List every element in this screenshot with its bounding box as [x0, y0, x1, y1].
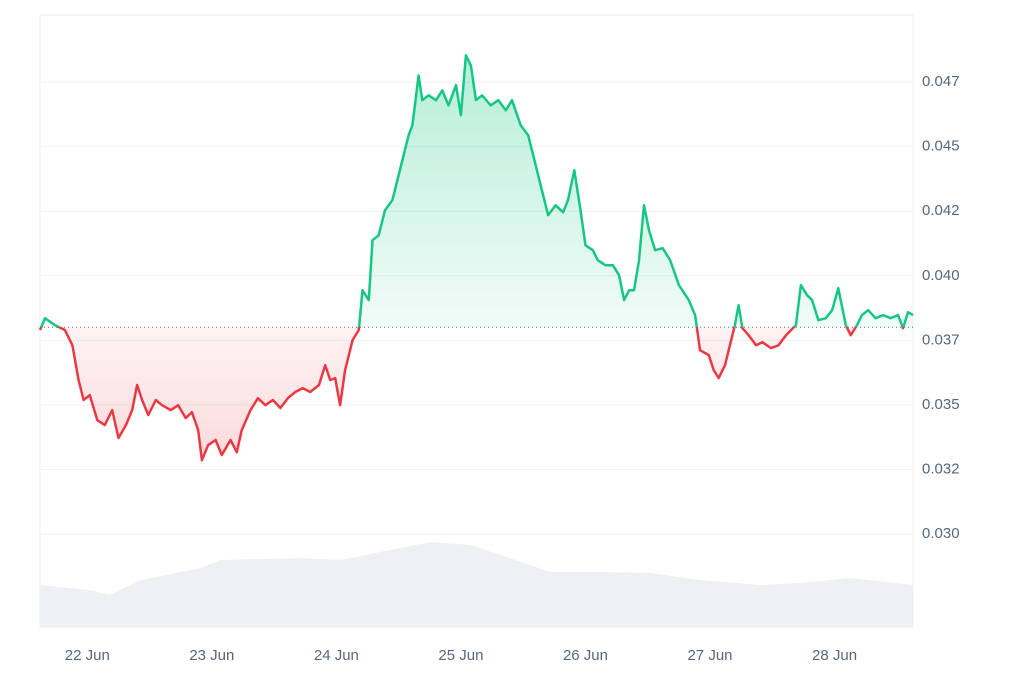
y-tick-label: 0.037 — [922, 331, 960, 348]
x-tick-label: 24 Jun — [314, 647, 359, 664]
y-tick-label: 0.032 — [922, 460, 960, 477]
y-tick-label: 0.045 — [922, 138, 960, 155]
price-line — [38, 54, 914, 462]
x-tick-label: 26 Jun — [563, 647, 608, 664]
x-tick-label: 23 Jun — [189, 647, 234, 664]
x-tick-label: 28 Jun — [812, 647, 857, 664]
y-tick-label: 0.035 — [922, 396, 960, 413]
y-tick-label: 0.040 — [922, 267, 960, 284]
x-tick-label: 22 Jun — [65, 647, 110, 664]
y-tick-label: 0.047 — [922, 73, 960, 90]
price-area — [40, 55, 913, 461]
x-tick-label: 27 Jun — [687, 647, 732, 664]
x-tick-label: 25 Jun — [438, 647, 483, 664]
y-tick-label: 0.030 — [922, 525, 960, 542]
y-tick-label: 0.042 — [922, 202, 960, 219]
volume-area — [40, 542, 913, 627]
